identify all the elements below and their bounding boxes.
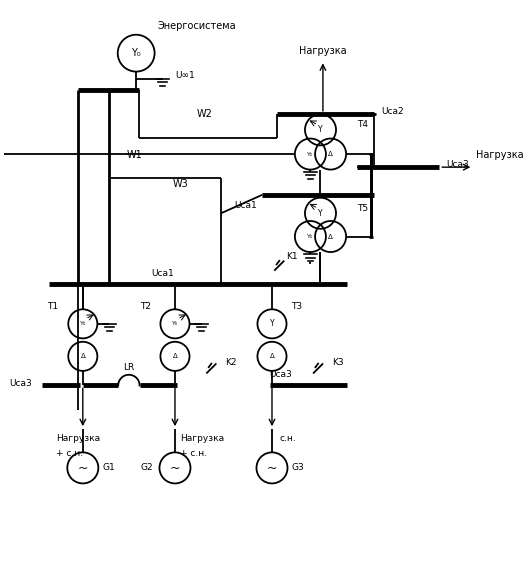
Text: Y₀: Y₀ — [131, 48, 141, 58]
Text: W3: W3 — [173, 179, 188, 189]
Text: Δ: Δ — [328, 151, 333, 157]
Text: W1: W1 — [127, 150, 142, 160]
Text: Нагрузка: Нагрузка — [299, 46, 347, 55]
Text: Δ: Δ — [270, 353, 275, 359]
Text: Y₀: Y₀ — [307, 234, 313, 239]
Text: Uса3: Uса3 — [269, 370, 292, 379]
Text: Δ: Δ — [173, 353, 177, 359]
Text: K1: K1 — [287, 252, 298, 261]
Text: Y₀: Y₀ — [172, 321, 178, 327]
Text: Энергосистема: Энергосистема — [158, 22, 237, 31]
Text: Нагрузка: Нагрузка — [180, 434, 224, 443]
Text: Y: Y — [318, 209, 323, 218]
Text: Y₀: Y₀ — [307, 152, 313, 157]
Text: Y₀: Y₀ — [80, 321, 86, 327]
Text: + с.н.: + с.н. — [180, 449, 207, 458]
Text: Y: Y — [318, 125, 323, 134]
Text: T1: T1 — [47, 303, 59, 311]
Text: G2: G2 — [141, 463, 153, 472]
Text: Uса1: Uса1 — [152, 269, 174, 279]
Text: T4: T4 — [357, 121, 368, 129]
Text: K3: K3 — [332, 358, 343, 367]
Text: + с.н.: + с.н. — [56, 449, 83, 458]
Text: Uса3: Uса3 — [9, 379, 32, 387]
Text: Uса3: Uса3 — [447, 160, 469, 169]
Text: T3: T3 — [291, 303, 302, 311]
Text: LR: LR — [123, 363, 134, 371]
Text: Нагрузка: Нагрузка — [56, 434, 100, 443]
Text: ~: ~ — [267, 462, 277, 474]
Text: W2: W2 — [197, 109, 213, 119]
Text: K2: K2 — [225, 358, 236, 367]
Text: ~: ~ — [170, 462, 180, 474]
Text: G1: G1 — [102, 463, 115, 472]
Text: T5: T5 — [357, 204, 368, 213]
Text: G3: G3 — [291, 463, 304, 472]
Text: Uса1: Uса1 — [235, 201, 257, 210]
Text: Δ: Δ — [80, 353, 85, 359]
Text: T2: T2 — [140, 303, 151, 311]
Text: U∞1: U∞1 — [175, 71, 195, 80]
Text: Y: Y — [270, 319, 274, 328]
Text: Uса2: Uса2 — [381, 107, 404, 116]
Text: с.н.: с.н. — [279, 434, 296, 443]
Text: Δ: Δ — [328, 233, 333, 240]
Text: ~: ~ — [78, 462, 88, 474]
Text: Нагрузка: Нагрузка — [476, 150, 523, 160]
